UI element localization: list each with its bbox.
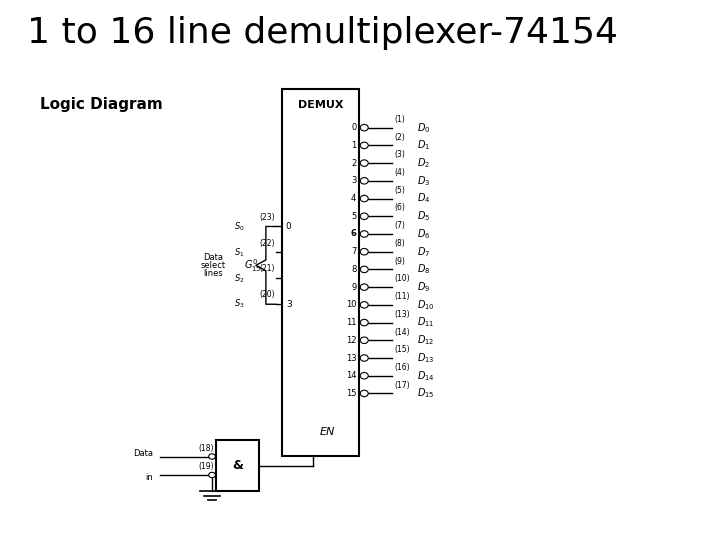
Text: $D_{8}$: $D_{8}$ — [418, 262, 431, 276]
Text: DEMUX: DEMUX — [298, 100, 343, 110]
Text: $D_{0}$: $D_{0}$ — [418, 121, 431, 134]
Text: $D_{3}$: $D_{3}$ — [418, 174, 431, 188]
Text: $D_{{11}}$: $D_{{11}}$ — [418, 316, 435, 329]
Text: (2): (2) — [395, 133, 405, 141]
Text: (21): (21) — [259, 265, 274, 273]
Text: (16): (16) — [395, 363, 410, 372]
Text: Data: Data — [203, 253, 222, 262]
Circle shape — [360, 213, 368, 219]
Text: $D_{9}$: $D_{9}$ — [418, 280, 431, 294]
Text: $S_1$: $S_1$ — [234, 246, 245, 259]
Text: lines: lines — [203, 269, 222, 278]
Text: 11: 11 — [346, 318, 356, 327]
Text: 7: 7 — [351, 247, 356, 256]
Text: $D_{5}$: $D_{5}$ — [418, 210, 431, 223]
Text: 14: 14 — [346, 371, 356, 380]
Text: (15): (15) — [395, 345, 410, 354]
Circle shape — [209, 472, 215, 478]
Text: $S_2$: $S_2$ — [234, 272, 245, 285]
Circle shape — [360, 248, 368, 255]
Text: $G^{0}_{15}$: $G^{0}_{15}$ — [244, 257, 261, 274]
Circle shape — [209, 454, 215, 459]
Text: in: in — [145, 473, 153, 482]
Text: (5): (5) — [395, 186, 405, 195]
Text: (8): (8) — [395, 239, 405, 248]
Circle shape — [360, 302, 368, 308]
Text: $D_{4}$: $D_{4}$ — [418, 192, 431, 205]
Text: 13: 13 — [346, 354, 356, 362]
Text: $D_{1}$: $D_{1}$ — [418, 138, 431, 152]
Circle shape — [360, 178, 368, 184]
Text: (1): (1) — [395, 115, 405, 124]
Text: $D_{{12}}$: $D_{{12}}$ — [418, 333, 435, 347]
Text: 8: 8 — [351, 265, 356, 274]
Text: (3): (3) — [395, 150, 405, 159]
Text: 9: 9 — [351, 282, 356, 292]
Text: (19): (19) — [199, 462, 214, 471]
Text: &: & — [232, 459, 243, 472]
Text: (4): (4) — [395, 168, 405, 177]
Text: (20): (20) — [259, 291, 274, 299]
Text: 3: 3 — [351, 177, 356, 185]
Text: (9): (9) — [395, 256, 405, 266]
Circle shape — [360, 142, 368, 149]
Circle shape — [360, 195, 368, 202]
Text: $D_{7}$: $D_{7}$ — [418, 245, 431, 259]
Text: 6: 6 — [351, 230, 356, 239]
Text: 1: 1 — [351, 141, 356, 150]
Text: 0: 0 — [351, 123, 356, 132]
Text: (17): (17) — [395, 381, 410, 390]
Circle shape — [360, 337, 368, 343]
Text: $S_0$: $S_0$ — [234, 220, 245, 233]
Text: (10): (10) — [395, 274, 410, 284]
Text: select: select — [200, 261, 225, 270]
Circle shape — [360, 160, 368, 166]
Text: $D_{{10}}$: $D_{{10}}$ — [418, 298, 435, 312]
Text: 0: 0 — [286, 222, 292, 231]
Text: $S_3$: $S_3$ — [234, 298, 245, 310]
Text: Data: Data — [133, 449, 153, 458]
Circle shape — [360, 124, 368, 131]
Text: (22): (22) — [259, 239, 274, 247]
Text: (7): (7) — [395, 221, 405, 230]
Text: 1 to 16 line demultiplexer-74154: 1 to 16 line demultiplexer-74154 — [27, 16, 618, 50]
Circle shape — [360, 373, 368, 379]
Circle shape — [360, 355, 368, 361]
Text: (6): (6) — [395, 204, 405, 212]
Text: (13): (13) — [395, 310, 410, 319]
Text: 4: 4 — [351, 194, 356, 203]
Text: Logic Diagram: Logic Diagram — [40, 97, 163, 112]
Text: (18): (18) — [199, 444, 214, 453]
Text: 15: 15 — [346, 389, 356, 398]
Text: 10: 10 — [346, 300, 356, 309]
Text: $D_{{14}}$: $D_{{14}}$ — [418, 369, 435, 383]
Text: $D_{{13}}$: $D_{{13}}$ — [418, 351, 435, 365]
Bar — [282, 89, 359, 456]
Text: (14): (14) — [395, 327, 410, 336]
Text: $D_{{15}}$: $D_{{15}}$ — [418, 387, 435, 400]
Text: EN: EN — [320, 427, 335, 437]
Text: $D_{2}$: $D_{2}$ — [418, 156, 431, 170]
Text: 5: 5 — [351, 212, 356, 221]
Circle shape — [360, 284, 368, 291]
Text: 2: 2 — [351, 159, 356, 167]
Circle shape — [360, 390, 368, 397]
Circle shape — [360, 266, 368, 273]
Text: $D_{6}$: $D_{6}$ — [418, 227, 431, 241]
Circle shape — [360, 231, 368, 237]
Text: (23): (23) — [259, 213, 274, 221]
Text: (11): (11) — [395, 292, 410, 301]
Text: 12: 12 — [346, 336, 356, 345]
Bar — [216, 440, 259, 491]
Text: 3: 3 — [286, 300, 292, 309]
Circle shape — [360, 319, 368, 326]
